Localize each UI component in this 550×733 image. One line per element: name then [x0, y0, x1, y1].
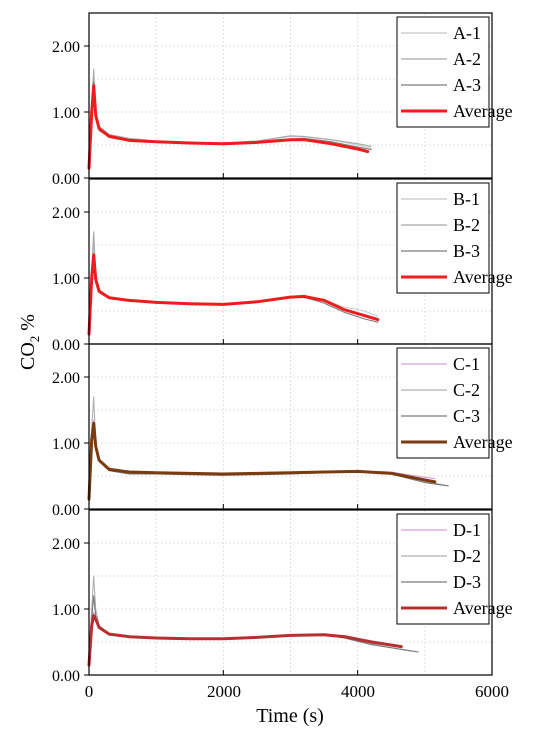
legend-label: B-1 [453, 189, 480, 209]
y-tick-label: 0.00 [52, 502, 80, 519]
legend-label: Average [453, 101, 513, 121]
panel-frame [88, 509, 493, 676]
y-tick-label: 2.00 [52, 39, 80, 56]
panel-frame [88, 343, 493, 510]
legend-label: B-2 [453, 215, 480, 235]
legend-label: D-2 [453, 546, 481, 566]
legend-label: C-2 [453, 380, 480, 400]
series-line-average [87, 614, 403, 667]
legend: C-1 C-2 C-3 Average [396, 347, 513, 459]
x-tick-label: 4000 [341, 682, 375, 701]
legend-label: A-1 [453, 23, 481, 43]
y-tick-label: 1.00 [52, 271, 80, 288]
legend: A-1 A-2 A-3 Average [396, 16, 513, 128]
y-axis-label: CO2 % [17, 314, 42, 370]
series-line-c-2 [88, 396, 446, 500]
series-line-c-1 [88, 419, 436, 500]
y-tick-label: 1.00 [52, 436, 80, 453]
panel-frame [88, 12, 493, 179]
panel-b: 0.00 1.00 2.00 B-1 B-2 B-3 Average [52, 178, 513, 354]
y-axis-label-subscript: 2 [27, 336, 42, 343]
series-line-average [87, 253, 380, 336]
legend-label: A-2 [453, 49, 481, 69]
x-tick-label: 0 [85, 682, 94, 701]
series-line-b-3 [88, 257, 379, 335]
series-line-a-3 [88, 81, 372, 169]
legend-box [396, 513, 490, 625]
legend-label: C-1 [453, 354, 480, 374]
series-line-d-3 [88, 595, 419, 666]
legend-label: C-3 [453, 406, 480, 426]
x-tick-label: 6000 [475, 682, 509, 701]
x-axis-ticks: 0 2000 4000 6000 [85, 682, 509, 701]
series-line-average [87, 84, 370, 170]
series-line-d-2 [88, 575, 412, 666]
panel-c: 0.00 1.00 2.00 C-1 C-2 C-3 Average [52, 343, 513, 519]
y-axis-label-main: CO [17, 342, 39, 370]
panel-d: 0.00 1.00 2.00 D-1 D-2 D-3 Average [52, 509, 513, 685]
legend: D-1 D-2 D-3 Average [396, 513, 513, 625]
legend-box [396, 182, 490, 294]
legend: B-1 B-2 B-3 Average [396, 182, 513, 294]
series-line-c-3 [88, 429, 449, 500]
y-tick-label: 0.00 [52, 171, 80, 188]
series-line-b-1 [88, 244, 379, 335]
legend-box [396, 16, 490, 128]
y-tick-label: 0.00 [52, 668, 80, 685]
legend-label: Average [453, 267, 513, 287]
legend-label: D-3 [453, 572, 481, 592]
legend-label: A-3 [453, 75, 481, 95]
y-tick-label: 2.00 [52, 205, 80, 222]
series-line-a-2 [88, 68, 372, 169]
y-tick-label: 1.00 [52, 602, 80, 619]
series-line-a-1 [88, 75, 372, 169]
x-axis-label: Time (s) [256, 705, 324, 727]
legend-label: Average [453, 432, 513, 452]
x-tick-label: 2000 [207, 682, 241, 701]
chart-panels: 0.00 1.00 2.00 A-1 A-2 A-3 Average 0.00 1.00 2.00… [52, 12, 513, 685]
y-tick-label: 2.00 [52, 370, 80, 387]
panel-a: 0.00 1.00 2.00 A-1 A-2 A-3 Average [52, 12, 513, 188]
legend-box [396, 347, 490, 459]
y-tick-label: 0.00 [52, 337, 80, 354]
series-line-average [87, 421, 437, 501]
y-tick-label: 1.00 [52, 105, 80, 122]
y-axis-label-unit: % [17, 314, 39, 336]
series-line-b-2 [88, 231, 379, 335]
legend-label: B-3 [453, 241, 480, 261]
legend-label: D-1 [453, 520, 481, 540]
y-tick-label: 2.00 [52, 536, 80, 553]
legend-label: Average [453, 598, 513, 618]
